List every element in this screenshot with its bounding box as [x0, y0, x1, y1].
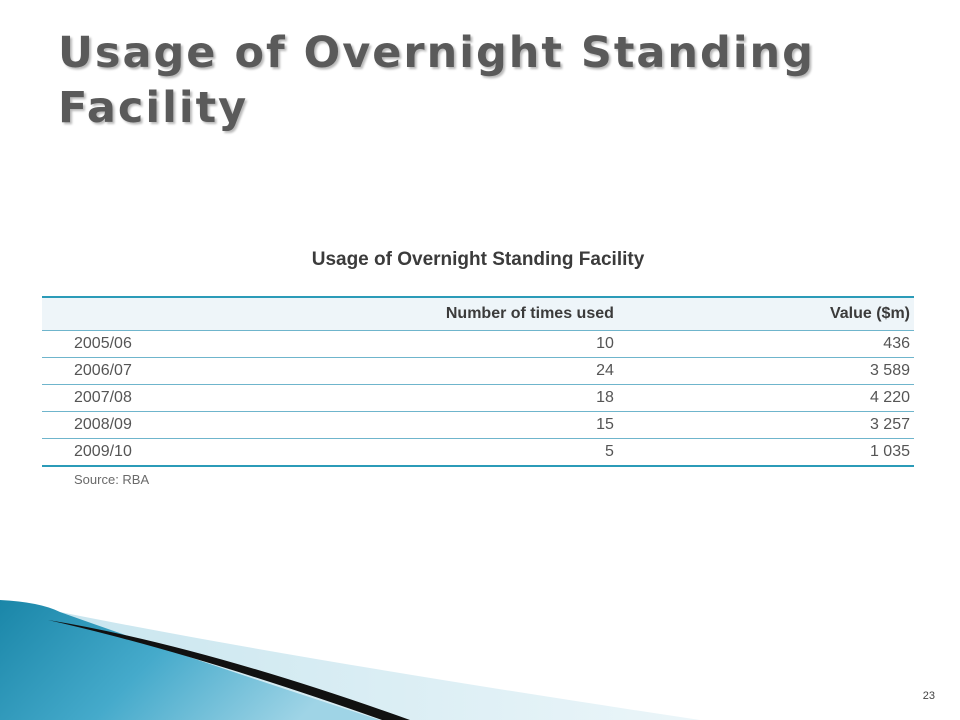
cell-year: 2008/09	[42, 411, 342, 439]
decorative-wave-graphic	[0, 600, 700, 720]
table-row: 2008/09 15 3 257	[42, 411, 914, 439]
cell-year: 2007/08	[42, 384, 342, 412]
column-header-value: Value ($m)	[617, 297, 914, 331]
wave-dark-stroke	[48, 620, 410, 720]
table-row: 2007/08 18 4 220	[42, 384, 914, 412]
cell-times-used: 18	[341, 384, 618, 412]
slide-title: Usage of Overnight Standing Facility	[58, 26, 918, 136]
column-header-year	[42, 297, 342, 331]
column-header-times-used: Number of times used	[341, 297, 618, 331]
cell-year: 2006/07	[42, 357, 342, 385]
table-row: 2005/06 10 436	[42, 330, 914, 358]
cell-times-used: 5	[604, 443, 614, 460]
page-number: 23	[922, 690, 935, 702]
cell-value: 436	[617, 330, 914, 358]
wave-teal-band	[0, 600, 380, 720]
cell-year: 2005/06	[42, 330, 342, 358]
source-note: Source: RBA	[74, 472, 150, 487]
cell-times-used: 24	[341, 357, 618, 385]
table-row: 2009/10 5 1 035	[42, 439, 914, 467]
cell-times-used: 15	[341, 411, 618, 439]
cell-value: 1 035	[869, 443, 910, 460]
cell-value: 4 220	[617, 384, 914, 412]
cell-value: 3 589	[617, 357, 914, 385]
slide-title-line-1: Usage of Overnight Standing	[58, 28, 815, 78]
slide-title-line-2: Facility	[58, 83, 249, 133]
usage-table: Number of times used Value ($m) 2005/06 …	[42, 296, 914, 467]
cell-times-used: 10	[341, 330, 618, 358]
table-row: 2006/07 24 3 589	[42, 357, 914, 385]
table-caption: Usage of Overnight Standing Facility	[311, 249, 645, 270]
table-header-row: Number of times used Value ($m)	[42, 297, 914, 331]
wave-pale-band	[60, 612, 700, 720]
cell-year: 2009/10	[74, 443, 132, 460]
cell-value: 3 257	[617, 411, 914, 439]
